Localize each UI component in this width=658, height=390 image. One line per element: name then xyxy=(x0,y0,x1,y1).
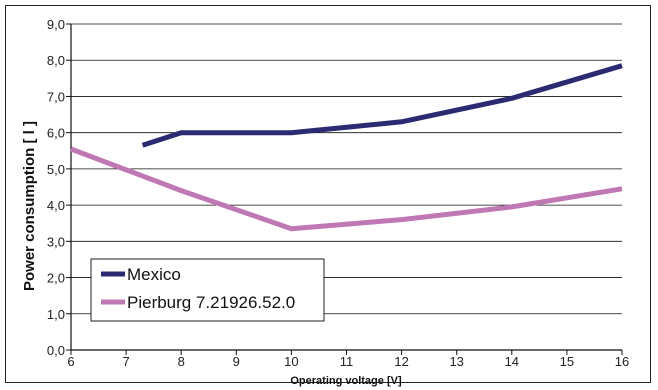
y-tick-label: 8,0 xyxy=(47,53,65,68)
legend-label-mexico: Mexico xyxy=(127,265,181,284)
y-tick-labels: 0,0 1,0 2,0 3,0 4,0 5,0 6,0 7,0 8,0 9,0 xyxy=(47,17,65,358)
x-tick-label: 13 xyxy=(449,354,463,369)
x-tick-label: 12 xyxy=(394,354,408,369)
legend-label-pierburg: Pierburg 7.21926.52.0 xyxy=(127,293,295,312)
x-tick-label: 15 xyxy=(560,354,574,369)
x-tick-label: 11 xyxy=(340,354,354,369)
y-tick-label: 7,0 xyxy=(47,89,65,104)
x-tick-labels: 6 7 8 9 10 11 12 13 14 15 16 xyxy=(67,354,629,369)
y-tick-label: 1,0 xyxy=(47,307,65,322)
y-axis-label: Power consumption [ l ] xyxy=(21,121,38,291)
x-tick-label: 6 xyxy=(67,354,74,369)
y-tick-label: 2,0 xyxy=(47,271,65,286)
y-tick-label: 6,0 xyxy=(47,126,65,141)
y-tick-label: 9,0 xyxy=(47,17,65,32)
legend-box xyxy=(90,258,325,322)
x-axis-label: Operating voltage [V] xyxy=(290,375,402,387)
series-lines xyxy=(70,63,623,232)
legend: Mexico Pierburg 7.21926.52.0 xyxy=(90,258,325,322)
y-tick-label: 5,0 xyxy=(47,162,65,177)
y-tick-label: 0,0 xyxy=(47,343,65,358)
x-tick-label: 14 xyxy=(505,354,519,369)
x-tick-label: 10 xyxy=(284,354,298,369)
y-tick-label: 4,0 xyxy=(47,198,65,213)
axes xyxy=(70,24,622,351)
series-line-pierburg xyxy=(70,146,623,232)
x-tick-label: 8 xyxy=(178,354,185,369)
x-tick-label: 7 xyxy=(122,354,129,369)
y-tick-label: 3,0 xyxy=(47,234,65,249)
x-tick-label: 9 xyxy=(233,354,240,369)
series-line-mexico xyxy=(141,63,623,148)
x-tick-label: 16 xyxy=(615,354,629,369)
